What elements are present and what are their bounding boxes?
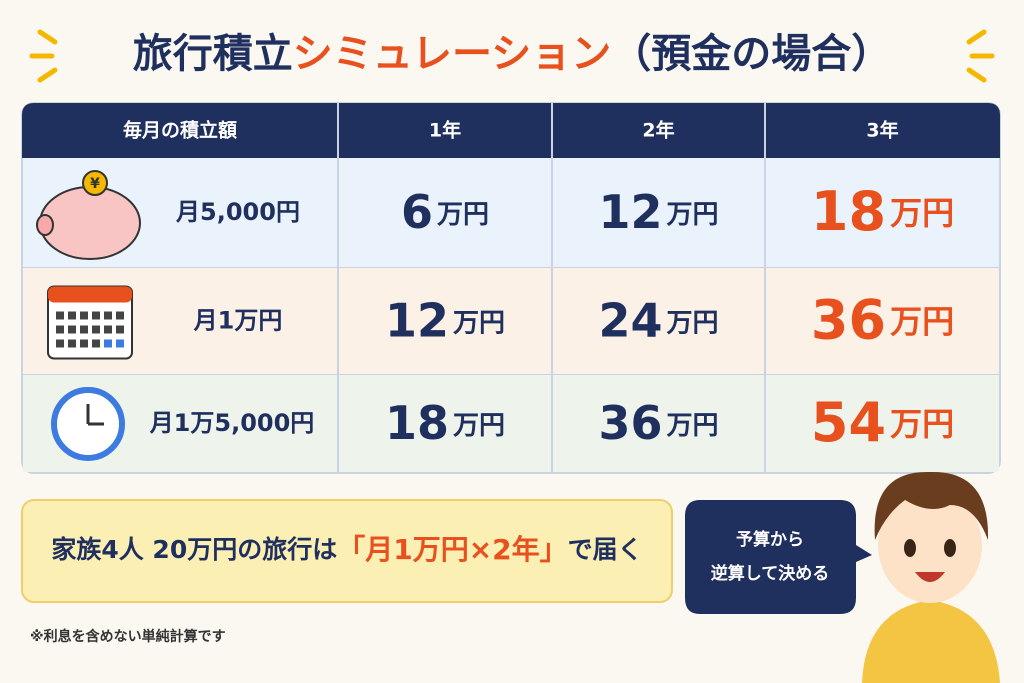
title-sparks xyxy=(29,29,995,83)
cell-value: 12 万円 xyxy=(598,185,718,239)
cell-amount: 12 xyxy=(598,185,662,239)
cell-unit: 万円 xyxy=(890,405,954,443)
cell-value: 36 万円 xyxy=(811,288,954,351)
cell-amount: 18 xyxy=(385,396,449,450)
calendar-day xyxy=(104,325,112,334)
calendar-day xyxy=(68,339,76,348)
cell-value: 24 万円 xyxy=(598,293,718,347)
cell-amount: 36 xyxy=(811,288,886,351)
callout-part: で届く xyxy=(568,535,643,564)
row-icon: ¥ xyxy=(36,170,141,260)
cell-value: 18 万円 xyxy=(385,396,505,450)
title: 旅行積立シミュレーション（預金の場合） xyxy=(133,31,891,77)
cell-unit: 万円 xyxy=(437,200,489,230)
calendar-day xyxy=(80,311,88,320)
coin xyxy=(82,170,108,196)
cell-amount: 24 xyxy=(598,293,662,347)
header-cell: 毎月の積立額 xyxy=(123,119,237,142)
row-bg xyxy=(23,375,999,472)
calendar-day xyxy=(92,311,100,320)
snout xyxy=(36,214,54,236)
callout-text: 家族4人 20万円の旅行は「月1万円×2年」で届く xyxy=(51,533,642,566)
calendar-day xyxy=(92,325,100,334)
row-label: 月1万5,000円 xyxy=(149,409,315,437)
cell-unit: 万円 xyxy=(453,308,505,338)
callout-part: 家族4人 20万円の旅行は xyxy=(51,535,337,564)
calendar-day xyxy=(116,325,124,334)
calendar-day xyxy=(56,325,64,334)
cell-value: 54 万円 xyxy=(811,391,954,454)
calendar-day xyxy=(68,311,76,320)
coin-symbol: ¥ xyxy=(90,176,100,192)
callout-part: 「月1万円×2年」 xyxy=(337,533,567,566)
calendar-day xyxy=(116,339,124,348)
cell-unit: 万円 xyxy=(890,194,954,232)
footnote: ※利息を含めない単純計算です xyxy=(30,628,226,645)
title-part: 旅行積立 xyxy=(133,31,293,77)
cell-amount: 18 xyxy=(811,180,886,243)
header-cell: 1年 xyxy=(429,119,461,142)
bubble-text: 予算から xyxy=(736,529,804,550)
speech-bubble xyxy=(685,500,872,614)
title-part: （預金の場合） xyxy=(611,31,891,77)
cell-amount: 12 xyxy=(385,293,449,347)
calendar-day xyxy=(56,311,64,320)
row-label: 月1万円 xyxy=(193,307,283,335)
piggy-body xyxy=(39,186,141,260)
cell-amount: 36 xyxy=(598,396,662,450)
cell-value: 6 万円 xyxy=(401,185,489,239)
calendar-day xyxy=(80,325,88,334)
cell-unit: 万円 xyxy=(667,308,719,338)
row-icon xyxy=(51,387,125,461)
row-bg xyxy=(23,268,999,375)
cell-unit: 万円 xyxy=(453,411,505,441)
header-cell: 2年 xyxy=(642,119,674,142)
cell-unit: 万円 xyxy=(890,303,954,341)
cell-unit: 万円 xyxy=(667,411,719,441)
calendar-day xyxy=(80,339,88,348)
row-icon xyxy=(47,285,133,360)
cell-value: 18 万円 xyxy=(811,180,954,243)
header-cell: 3年 xyxy=(866,119,898,142)
cell-amount: 54 xyxy=(811,391,886,454)
cell-value: 36 万円 xyxy=(598,396,718,450)
row-label: 月5,000円 xyxy=(175,198,300,226)
calendar-day xyxy=(68,325,76,334)
calendar-day xyxy=(104,339,112,348)
title-part: シミュレーション xyxy=(293,31,611,77)
cell-amount: 6 xyxy=(401,185,433,239)
cell-unit: 万円 xyxy=(667,200,719,230)
cell-value: 12 万円 xyxy=(385,293,505,347)
boy xyxy=(862,471,1000,683)
header-bg xyxy=(22,103,1000,158)
calendar-day xyxy=(56,339,64,348)
bubble-text: 逆算して決める xyxy=(711,563,830,584)
calendar-day xyxy=(92,339,100,348)
row-bg xyxy=(23,158,999,268)
calendar-top xyxy=(48,286,132,303)
calendar-day xyxy=(104,311,112,320)
callout-box xyxy=(21,499,673,603)
calendar-day xyxy=(116,311,124,320)
